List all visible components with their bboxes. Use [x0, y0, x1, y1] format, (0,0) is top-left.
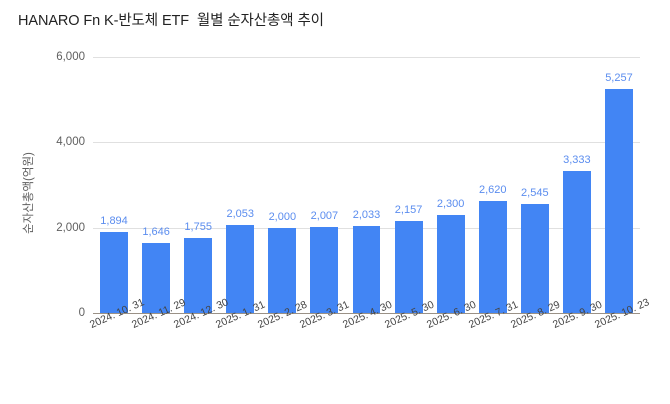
bar[interactable] [478, 201, 507, 313]
bar[interactable] [226, 225, 255, 313]
bar[interactable] [394, 220, 423, 313]
bar-group[interactable]: 5,257 [604, 57, 633, 313]
bar-group[interactable]: 2,053 [226, 57, 255, 313]
bar-group[interactable]: 2,157 [394, 57, 423, 313]
bar-value-label: 1,755 [184, 221, 212, 234]
x-axis-tick-labels: 2024. 10. 31 2024. 11. 29 2024. 12. 30 2025… [88, 296, 651, 400]
y-tick-label: 6,000 [56, 51, 85, 63]
bar-group[interactable]: 1,755 [184, 57, 213, 313]
bar[interactable] [604, 88, 633, 313]
bar-group[interactable]: 2,300 [436, 57, 465, 313]
y-tick-label: 2,000 [56, 221, 85, 234]
bar-value-label: 2,545 [521, 187, 549, 200]
bar-group[interactable]: 1,646 [142, 57, 171, 313]
bar-value-label: 1,646 [142, 225, 170, 238]
bar-value-label: 1,894 [100, 215, 128, 228]
bar[interactable] [352, 226, 381, 313]
bar-group[interactable]: 2,000 [268, 57, 297, 313]
chart-title: HANARO Fn K-반도체 ETF 월별 순자산총액 추이 [18, 13, 324, 29]
plot-area: 1,894 1,646 1,755 2,053 2,000 2,007 2,033 2,157… [93, 57, 640, 314]
y-tick-label: 0 [78, 307, 85, 319]
bar[interactable] [268, 227, 297, 313]
bar-group[interactable]: 2,545 [520, 57, 549, 313]
gridline [93, 57, 640, 58]
x-axis-line [93, 313, 640, 314]
bar[interactable] [142, 242, 171, 313]
bar-value-label: 2,033 [352, 209, 381, 222]
bar-value-label: 5,257 [605, 71, 633, 84]
bar-value-label: 2,007 [310, 210, 339, 223]
bar-value-label: 2,157 [394, 203, 423, 216]
bar-group[interactable]: 3,333 [562, 57, 591, 313]
y-tick-label: 4,000 [56, 136, 85, 149]
bar[interactable] [436, 214, 465, 313]
gridline [93, 142, 640, 144]
y-axis-tick-labels: 0 2,000 4,000 6,000 [0, 51, 85, 319]
bar[interactable] [562, 170, 591, 313]
bar[interactable] [310, 227, 339, 313]
bar-group[interactable]: 2,007 [310, 57, 339, 313]
bar[interactable] [184, 238, 213, 313]
bar-value-label: 2,620 [478, 184, 507, 197]
bar-group[interactable]: 1,894 [100, 57, 129, 313]
bar[interactable] [520, 204, 549, 313]
bar-value-label: 2,300 [436, 197, 465, 210]
bar-value-label: 3,333 [563, 153, 591, 166]
bar-value-label: 2,053 [226, 208, 255, 221]
bar-value-label: 2,000 [268, 210, 297, 223]
bar-group[interactable]: 2,033 [352, 57, 381, 313]
bar-group[interactable]: 2,620 [478, 57, 507, 313]
bar[interactable] [100, 232, 129, 313]
